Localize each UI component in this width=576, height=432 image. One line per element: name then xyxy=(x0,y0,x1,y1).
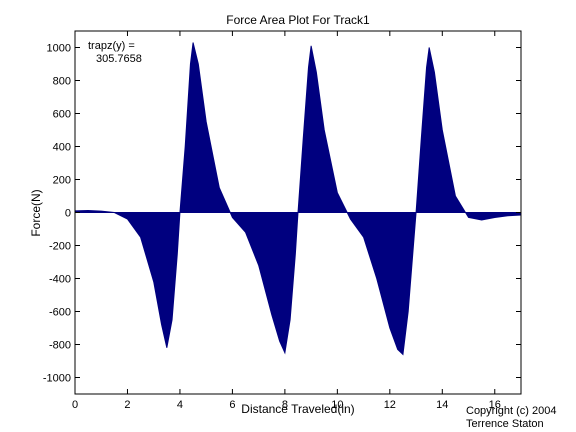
y-tick-label: -600 xyxy=(49,307,71,319)
author-line: Terrence Staton xyxy=(466,418,544,430)
y-tick-label: 1000 xyxy=(47,43,71,55)
y-tick-label: 200 xyxy=(53,175,71,187)
chart-title: Force Area Plot For Track1 xyxy=(226,13,370,27)
x-tick-label: 2 xyxy=(124,399,130,411)
y-axis-title: Force(N) xyxy=(29,189,43,236)
force-area-series xyxy=(74,42,522,356)
x-tick-label: 10 xyxy=(331,399,343,411)
y-tick-label: -800 xyxy=(49,340,71,352)
y-tick-label: 400 xyxy=(53,142,71,154)
y-tick-label: -1000 xyxy=(43,373,71,385)
copyright-line: Copyright (c) 2004 xyxy=(466,405,557,417)
area-layer xyxy=(74,42,522,356)
x-tick-label: 8 xyxy=(282,399,288,411)
x-tick-label: 0 xyxy=(72,399,78,411)
ticks-layer: 0 2 4 6 8 10 12 14 16 -1000 -800 -600 -400 -200 0 200 40… xyxy=(43,31,521,411)
y-tick-label: 600 xyxy=(53,109,71,121)
y-tick-label: 800 xyxy=(53,76,71,88)
y-tick-label: -400 xyxy=(49,274,71,286)
x-tick-label: 16 xyxy=(489,399,501,411)
trapz-value: 305.7658 xyxy=(96,53,142,65)
x-tick-label: 6 xyxy=(229,399,235,411)
copyright-notice: Copyright (c) 2004 Terrence Staton xyxy=(466,405,557,431)
trapz-label: trapz(y) = xyxy=(88,40,135,52)
x-axis-title: Distance Traveled(in) xyxy=(241,402,354,416)
trapz-annotation: trapz(y) = 305.7658 xyxy=(88,40,142,66)
y-tick-label: 0 xyxy=(65,208,71,220)
y-tick-label: -200 xyxy=(49,241,71,253)
x-tick-label: 12 xyxy=(384,399,396,411)
x-tick-label: 4 xyxy=(177,399,183,411)
x-tick-label: 14 xyxy=(436,399,448,411)
